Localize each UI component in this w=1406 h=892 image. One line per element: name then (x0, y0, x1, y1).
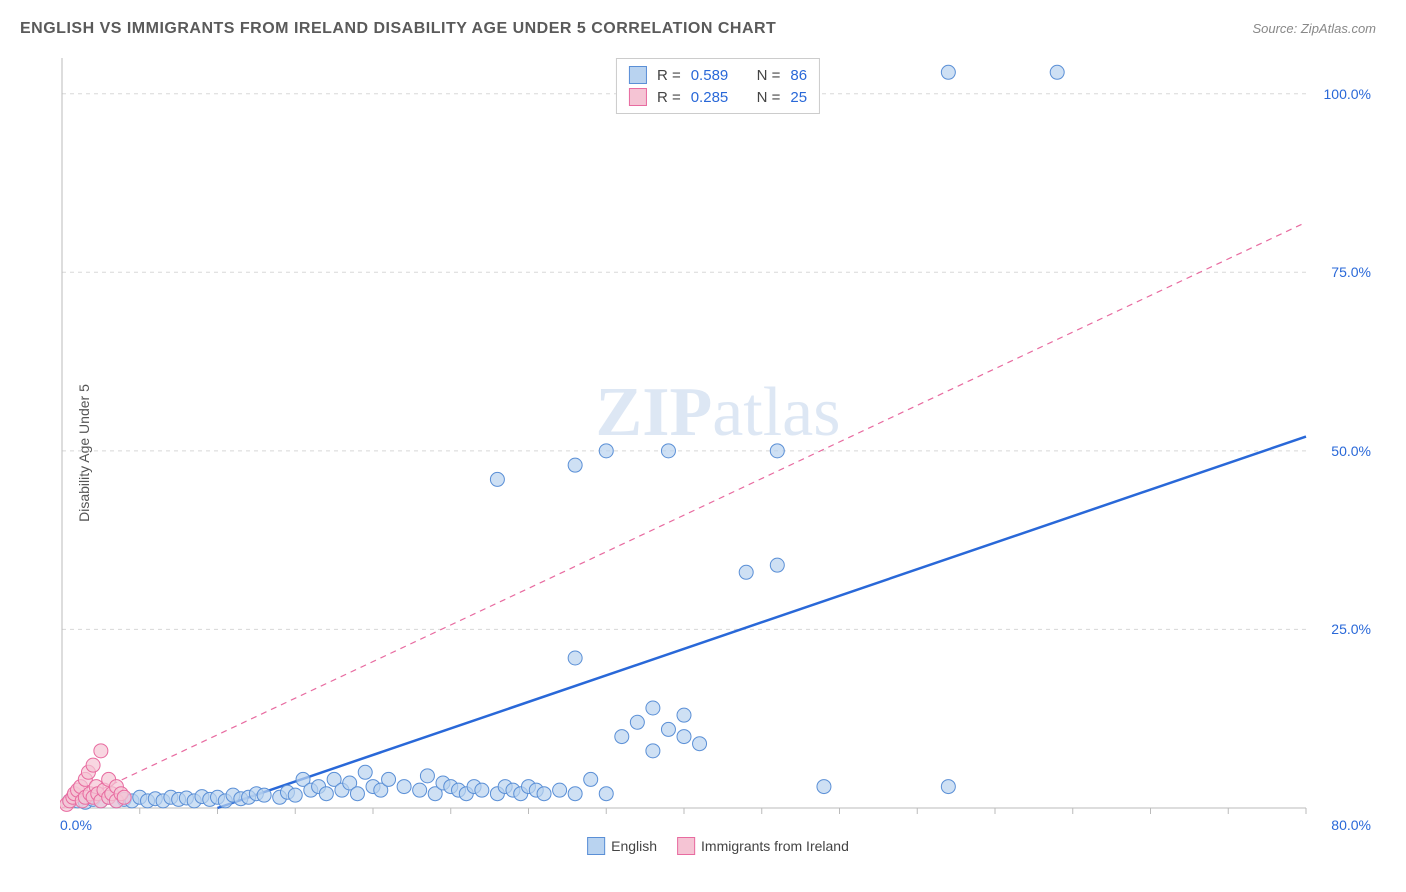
y-axis-tick-label: 75.0% (1331, 264, 1371, 280)
legend-n-value: 86 (790, 67, 807, 84)
y-axis-tick-label: 25.0% (1331, 621, 1371, 637)
legend-r-value: 0.285 (691, 89, 729, 106)
series-legend-item: English (587, 837, 657, 855)
series-legend: English Immigrants from Ireland (587, 837, 849, 855)
legend-n-label: N = (757, 89, 781, 106)
legend-swatch (587, 837, 605, 855)
legend-r-value: 0.589 (691, 67, 729, 84)
source-attribution: Source: ZipAtlas.com (1252, 21, 1376, 36)
correlation-legend: R = 0.589 N = 86 R = 0.285 N = 25 (616, 58, 820, 114)
chart-container: Disability Age Under 5 ZIPatlas R = 0.58… (60, 53, 1376, 853)
x-axis-max-label: 80.0% (1331, 817, 1371, 833)
correlation-legend-row: R = 0.285 N = 25 (629, 86, 807, 108)
series-legend-item: Immigrants from Ireland (677, 837, 849, 855)
legend-n-value: 25 (790, 89, 807, 106)
scatter-plot (60, 53, 1376, 853)
legend-swatch (677, 837, 695, 855)
y-axis-tick-label: 100.0% (1324, 86, 1371, 102)
legend-r-label: R = (657, 89, 681, 106)
legend-swatch (629, 66, 647, 84)
y-axis-tick-label: 50.0% (1331, 443, 1371, 459)
x-axis-origin-label: 0.0% (60, 817, 92, 833)
legend-r-label: R = (657, 67, 681, 84)
series-label: English (611, 838, 657, 854)
legend-n-label: N = (757, 67, 781, 84)
series-label: Immigrants from Ireland (701, 838, 849, 854)
correlation-legend-row: R = 0.589 N = 86 (629, 64, 807, 86)
legend-swatch (629, 88, 647, 106)
page-title: ENGLISH VS IMMIGRANTS FROM IRELAND DISAB… (20, 20, 776, 38)
